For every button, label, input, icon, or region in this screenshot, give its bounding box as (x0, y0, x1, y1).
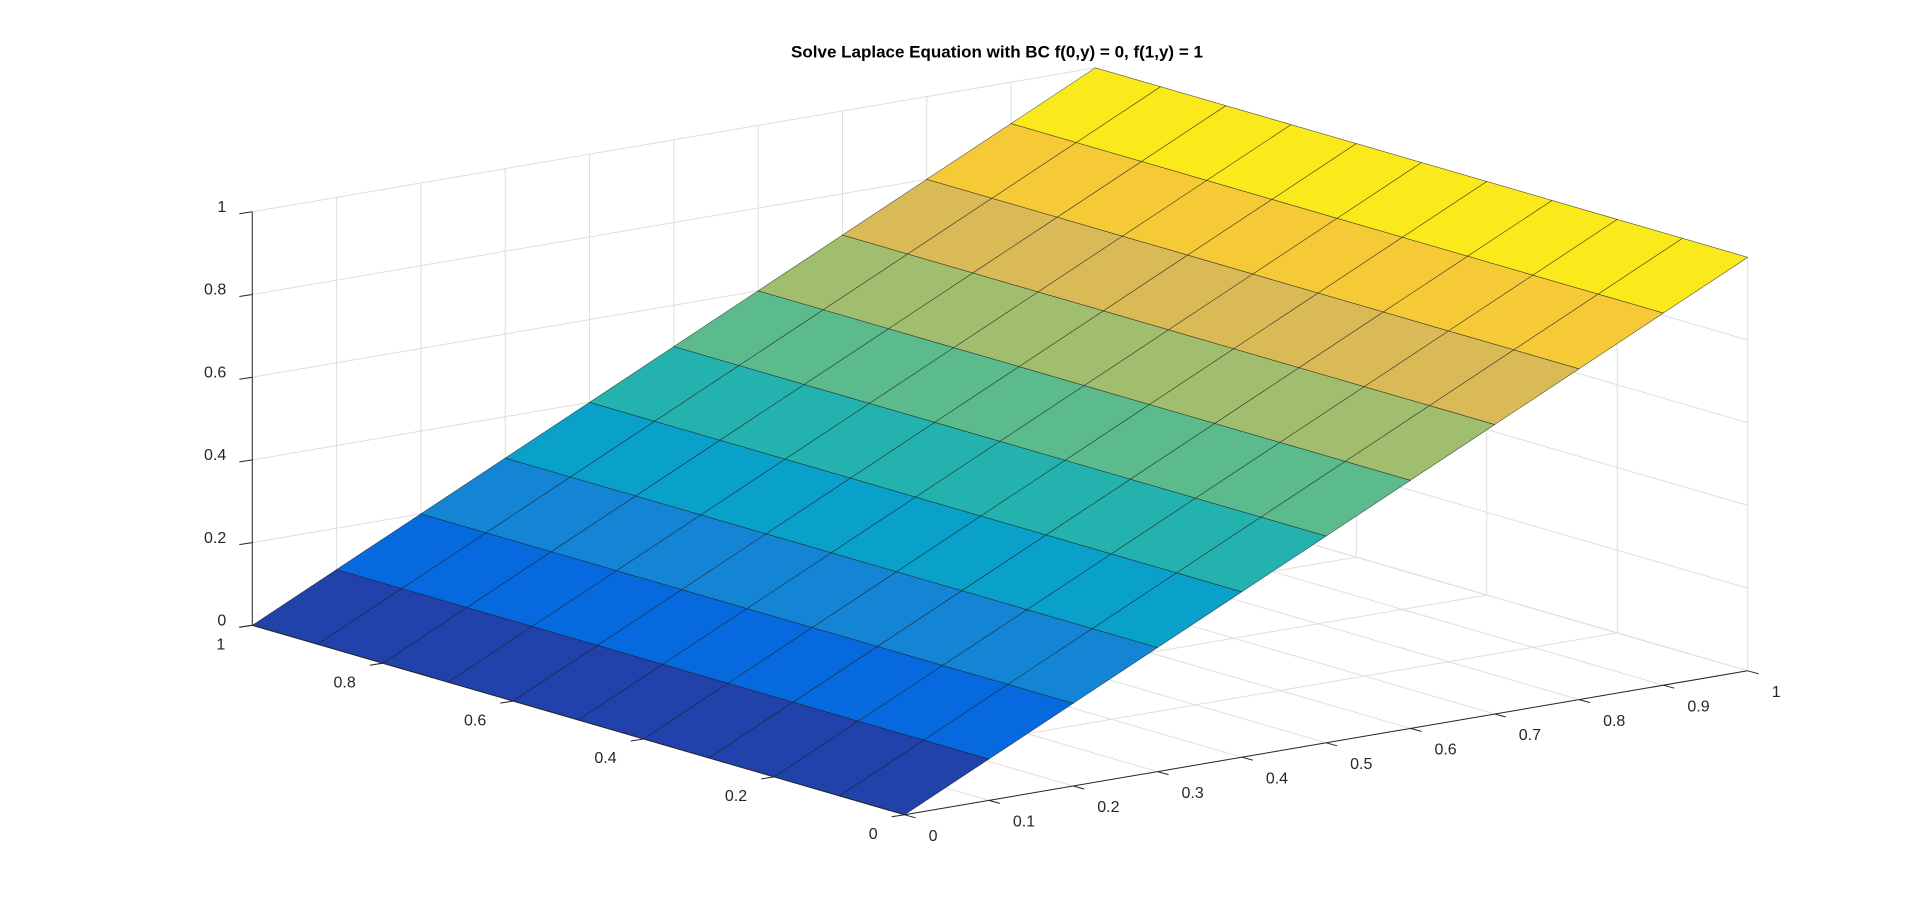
y-tick-label: 0.8 (334, 674, 356, 691)
z-tick-label: 0.4 (204, 447, 226, 464)
x-tick-label: 0.4 (1266, 770, 1288, 787)
z-tick-label: 0.6 (204, 364, 226, 381)
x-tick (1578, 699, 1591, 704)
grid-line (252, 67, 1096, 213)
x-tick-label: 1 (1772, 684, 1781, 701)
y-tick-label: 0.6 (464, 712, 486, 729)
surface-patch (1597, 238, 1749, 314)
x-tick (1073, 785, 1085, 790)
y-tick (891, 814, 905, 818)
x-tick (1241, 756, 1253, 761)
x-tick-label: 0.5 (1350, 756, 1372, 773)
y-tick (630, 738, 644, 742)
z-tick (239, 624, 253, 628)
y-tick (369, 662, 383, 666)
x-tick (1747, 670, 1759, 675)
axes: 0 0.1 0.2 0.3 0.4 0.5 0.6 0.7 0.8 0.9 1 0 0.2 0.4 0.6 0… (204, 199, 1781, 845)
x-tick-label: 0.1 (1013, 814, 1035, 831)
x-axis (904, 670, 1748, 816)
y-tick (761, 776, 775, 780)
z-tick-label: 0.2 (204, 530, 226, 547)
z-tick-label: 0 (217, 613, 226, 630)
x-tick (1663, 684, 1675, 689)
y-tick-label: 0.2 (725, 788, 747, 805)
x-tick (1410, 727, 1422, 732)
x-tick-label: 0.7 (1519, 727, 1541, 744)
y-tick-label: 0.4 (594, 750, 616, 767)
z-tick (239, 376, 253, 380)
z-tick-label: 1 (217, 199, 226, 216)
x-tick-label: 0 (929, 828, 938, 845)
z-tick (239, 294, 253, 297)
x-tick-label: 0.6 (1434, 742, 1456, 759)
x-tick (1326, 742, 1338, 747)
z-tick (239, 542, 253, 546)
z-tick (239, 211, 253, 215)
x-tick-label: 0.8 (1603, 713, 1625, 730)
x-tick-label: 0.2 (1097, 799, 1119, 816)
y-tick-label: 1 (216, 637, 225, 654)
y-axis (252, 624, 905, 816)
surface (251, 67, 1749, 816)
x-tick (904, 814, 916, 819)
y-tick-label: 0 (869, 826, 878, 843)
x-tick (1494, 713, 1506, 718)
z-tick (239, 459, 253, 463)
x-tick (988, 799, 1001, 804)
x-tick-label: 0.9 (1687, 698, 1709, 715)
x-tick-label: 0.3 (1182, 785, 1204, 802)
x-tick (1157, 771, 1169, 776)
y-tick (500, 700, 514, 704)
chart-title: Solve Laplace Equation with BC f(0,y) = … (791, 42, 1203, 61)
z-tick-label: 0.8 (204, 282, 226, 299)
